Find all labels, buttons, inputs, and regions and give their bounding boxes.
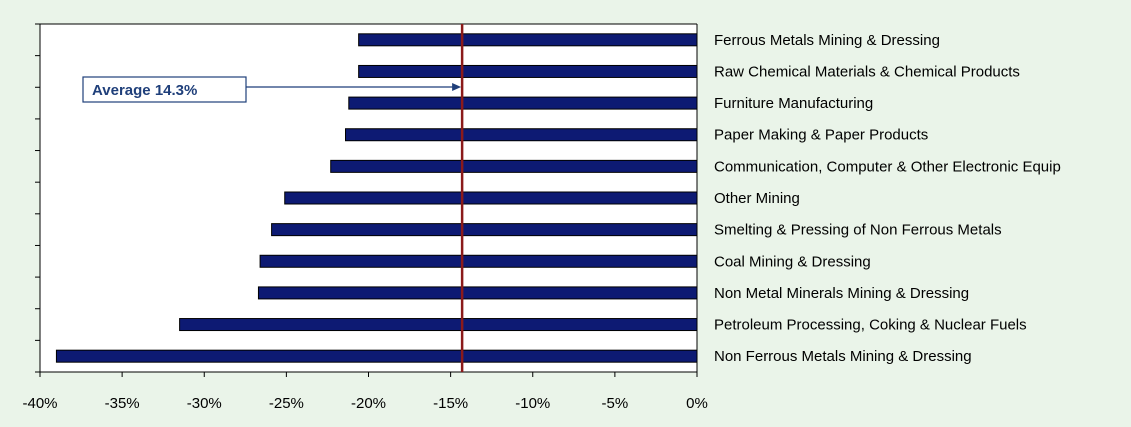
category-label: Furniture Manufacturing — [714, 95, 873, 112]
category-labels: Ferrous Metals Mining & Dressing Raw Chem… — [714, 32, 1061, 365]
annotation-box — [82, 76, 247, 103]
category-label: Non Ferrous Metals Mining & Dressing — [714, 348, 972, 365]
category-label: Petroleum Processing, Coking & Nuclear F… — [714, 317, 1027, 334]
bar — [358, 33, 698, 47]
bar — [257, 286, 698, 300]
x-tick-label: -20% — [351, 395, 386, 412]
x-tick-label: -15% — [433, 395, 468, 412]
category-label: Raw Chemical Materials & Chemical Produc… — [714, 63, 1020, 80]
x-tick-label: -30% — [187, 395, 222, 412]
x-tick-label: -35% — [105, 395, 140, 412]
bars — [55, 33, 698, 363]
annotation-label: Average 14.3% — [92, 82, 197, 99]
bar — [259, 254, 698, 268]
bar — [345, 128, 698, 142]
category-label: Ferrous Metals Mining & Dressing — [714, 32, 940, 49]
bar — [179, 318, 698, 332]
x-ticks: -40% -35% -30% -25% -20% -15% -10% -5% 0% — [22, 372, 708, 412]
x-tick-label: 0% — [686, 395, 708, 412]
bar — [348, 96, 698, 110]
category-label: Non Metal Minerals Mining & Dressing — [714, 285, 969, 302]
bar — [330, 159, 698, 173]
bar — [55, 349, 698, 363]
average-annotation: Average 14.3% — [82, 76, 462, 103]
x-tick-label: -40% — [22, 395, 57, 412]
annotation-arrowhead — [452, 83, 462, 91]
bar — [284, 191, 698, 205]
category-label: Communication, Computer & Other Electron… — [714, 158, 1061, 175]
x-tick-label: -5% — [602, 395, 629, 412]
x-tick-label: -25% — [269, 395, 304, 412]
category-label: Paper Making & Paper Products — [714, 127, 928, 144]
x-tick-label: -10% — [515, 395, 550, 412]
bar — [358, 64, 698, 78]
category-label: Coal Mining & Dressing — [714, 253, 871, 270]
bar — [271, 223, 698, 237]
category-label: Smelting & Pressing of Non Ferrous Metal… — [714, 222, 1002, 239]
category-label: Other Mining — [714, 190, 800, 207]
